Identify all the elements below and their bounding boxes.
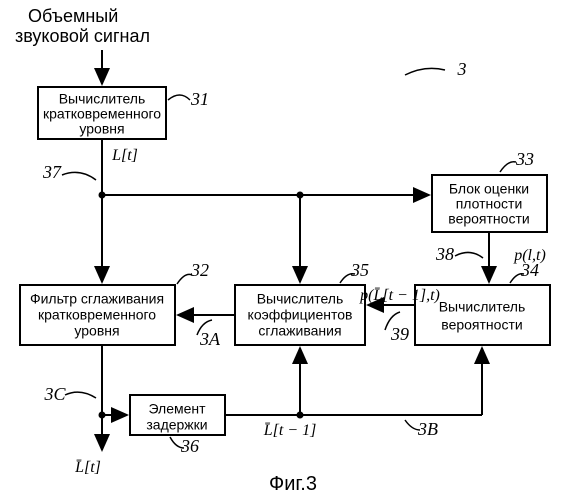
input-line1: Объемный	[28, 6, 118, 26]
svg-text:вероятности: вероятности	[441, 317, 522, 333]
svg-text:вероятности: вероятности	[448, 211, 529, 227]
label-35: 35	[350, 260, 369, 280]
svg-text:Вычислитель: Вычислитель	[257, 291, 344, 307]
figure-caption: Фиг.3	[269, 473, 317, 495]
svg-text:уровня: уровня	[74, 323, 119, 339]
label-3A: 3A	[199, 329, 221, 349]
label-33: 33	[515, 149, 534, 169]
svg-text:уровня: уровня	[79, 121, 124, 137]
label-3C: 3C	[43, 384, 66, 404]
label-36: 36	[180, 436, 199, 456]
svg-text:Вычислитель: Вычислитель	[59, 91, 146, 107]
label-39: 39	[390, 324, 409, 344]
label-3B: 3B	[417, 419, 438, 439]
svg-text:кратковременного: кратковременного	[43, 106, 161, 122]
label-32: 32	[190, 260, 209, 280]
flow-diagram: 3 Объемный звуковой сигнал Вычислитель к…	[0, 0, 587, 500]
label-38: 38	[435, 244, 454, 264]
label-31: 31	[190, 89, 209, 109]
diagram-id: 3	[457, 59, 467, 79]
svg-text:сглаживания: сглаживания	[258, 323, 341, 339]
svg-text:Блок оценки: Блок оценки	[449, 181, 529, 197]
signal-Lt-smooth: L̄[t]	[74, 459, 101, 476]
signal-Lt: L[t]	[111, 147, 138, 164]
svg-text:коэффициентов: коэффициентов	[248, 307, 353, 323]
label-34: 34	[520, 260, 539, 280]
label-37: 37	[42, 162, 62, 182]
signal-Lt-prev: L̄[t − 1]	[263, 422, 317, 439]
input-line2: звуковой сигнал	[15, 26, 150, 46]
svg-text:Элемент: Элемент	[148, 401, 206, 417]
svg-text:Вычислитель: Вычислитель	[439, 299, 526, 315]
signal-pLt: p(L̄[t − 1],t)	[359, 287, 440, 304]
svg-text:Фильтр сглаживания: Фильтр сглаживания	[30, 291, 164, 307]
svg-text:кратковременного: кратковременного	[38, 307, 156, 323]
svg-text:плотности: плотности	[456, 196, 523, 212]
svg-text:задержки: задержки	[146, 417, 207, 433]
